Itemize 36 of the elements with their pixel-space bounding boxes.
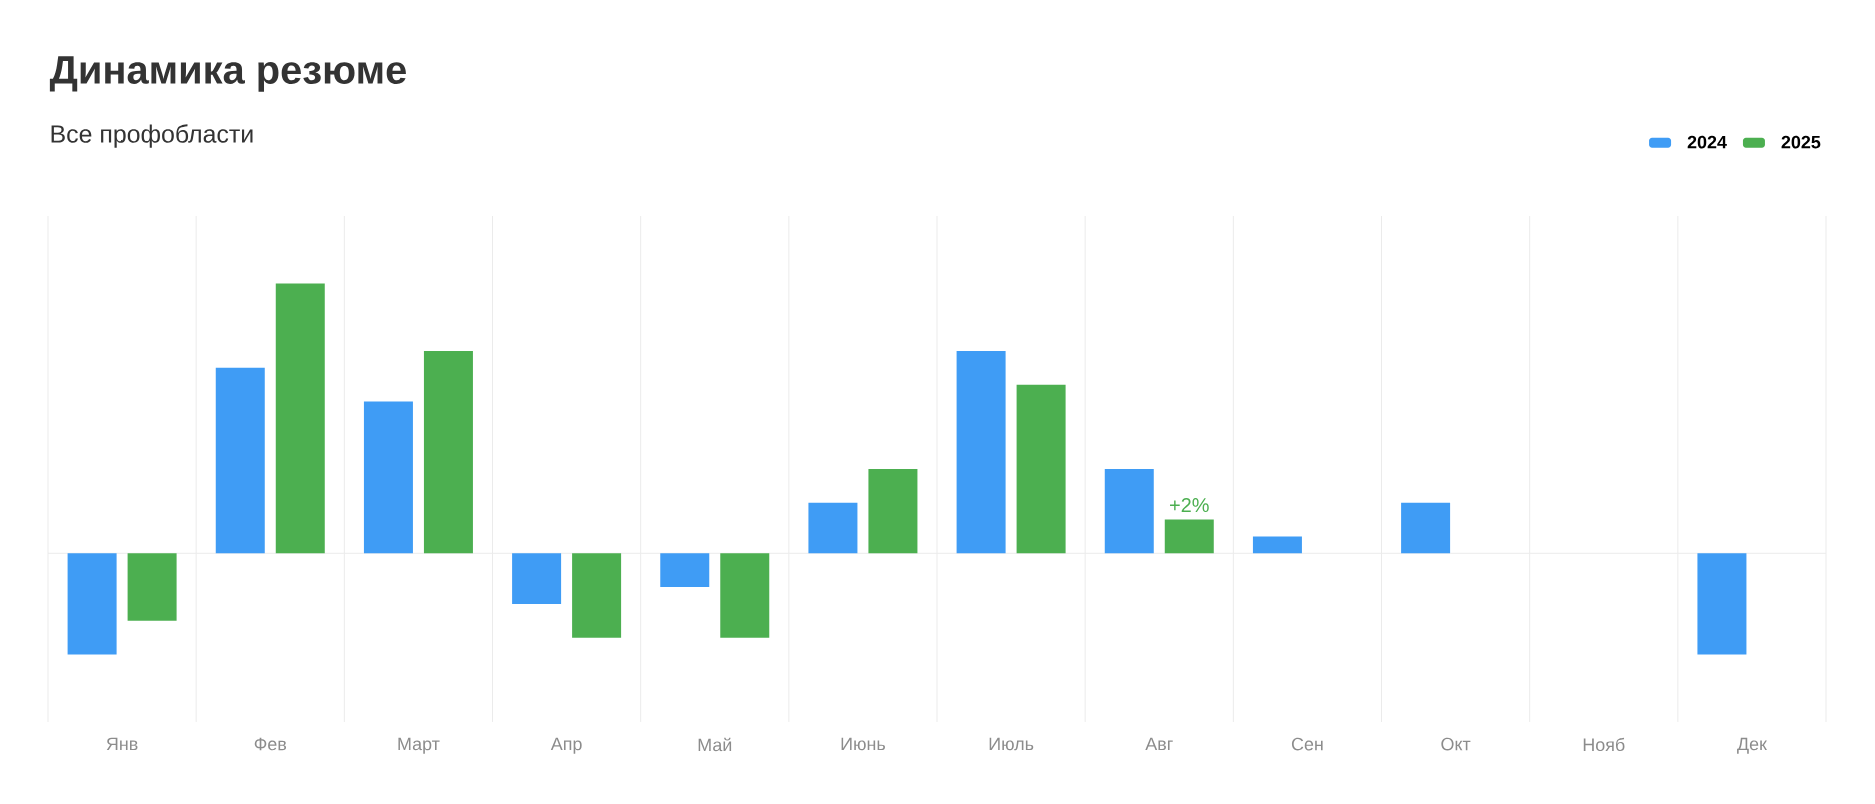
x-tick-label: Янв (106, 737, 138, 751)
bar (423, 350, 473, 554)
x-tick-label: Дек (1737, 737, 1767, 754)
bar (808, 502, 858, 554)
bar (363, 401, 413, 554)
bar (215, 367, 265, 554)
bar (572, 553, 622, 638)
legend-label: 2024 (1687, 135, 1727, 149)
x-tick-label: Окт (1441, 737, 1471, 751)
bar (512, 553, 562, 604)
bar (660, 553, 710, 588)
bar (1164, 519, 1214, 554)
x-tick-label: Июнь (841, 737, 885, 751)
data-label: +2% (1170, 498, 1209, 513)
bar (67, 553, 117, 655)
bar (868, 468, 918, 554)
bar (1401, 502, 1451, 554)
bar (1697, 553, 1747, 655)
x-tick-label: Авг (1145, 737, 1173, 751)
x-tick-label: Сен (1291, 737, 1323, 751)
legend-label: 2025 (1781, 135, 1821, 149)
chart-subtitle: Все профобласти (51, 124, 253, 148)
bar (1252, 536, 1302, 554)
x-tick-label: Нояб (1583, 737, 1625, 752)
x-tick-label: Апр (550, 737, 582, 754)
bar (1016, 384, 1066, 554)
x-tick-label: Июль (989, 737, 1034, 751)
bar (1104, 468, 1154, 554)
bar (275, 283, 325, 554)
chart-title: Динамика резюме (49, 56, 406, 92)
x-tick-label: Март (398, 737, 440, 754)
x-tick-label: Фев (254, 737, 287, 751)
bar (720, 553, 770, 638)
bar (127, 553, 177, 621)
bar (956, 350, 1006, 554)
x-tick-label: Май (698, 737, 732, 752)
